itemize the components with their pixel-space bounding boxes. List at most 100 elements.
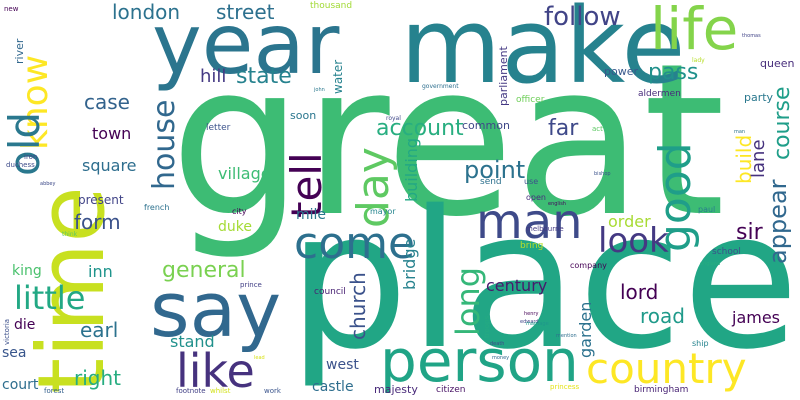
- word-aldermen: aldermen: [638, 89, 681, 99]
- word-new: new: [4, 5, 19, 13]
- word-money: money: [492, 355, 510, 361]
- word-earl: earl: [80, 318, 119, 342]
- word-queen: queen: [760, 57, 795, 70]
- word-soon: soon: [290, 109, 317, 122]
- word-far: far: [548, 116, 579, 141]
- word-long: long: [449, 266, 487, 336]
- word-thousand: thousand: [310, 1, 353, 11]
- word-right: right: [74, 366, 121, 390]
- word-french: french: [144, 203, 170, 212]
- word-century: century: [486, 276, 548, 295]
- word-council: council: [314, 287, 346, 297]
- word-great: great: [170, 18, 726, 263]
- word-england: england: [700, 261, 721, 267]
- word-make: make: [400, 0, 686, 107]
- word-iron: iron: [24, 153, 38, 161]
- word-river: river: [13, 38, 26, 64]
- word-city: city: [232, 207, 247, 216]
- word-english: english: [548, 201, 566, 207]
- word-inn: inn: [88, 262, 113, 281]
- word-street: street: [216, 0, 275, 24]
- word-water: water: [331, 59, 345, 94]
- word-king: king: [12, 263, 42, 279]
- word-edward: edward: [520, 319, 539, 325]
- word-building: building: [402, 137, 421, 202]
- word-ship: whilst: [210, 387, 231, 395]
- word-james: james: [732, 308, 781, 327]
- word-officer: officer: [516, 95, 545, 105]
- word-appear: appear: [764, 179, 792, 264]
- word-like: like: [176, 344, 255, 398]
- word-think: think: [62, 231, 78, 238]
- word-die: die: [14, 317, 36, 333]
- word-royal: royal: [386, 115, 401, 122]
- word-court: court: [2, 377, 39, 393]
- word-school: school: [712, 247, 741, 257]
- word-follow: follow: [544, 2, 621, 32]
- word-paul: paul: [698, 205, 716, 214]
- word-thomas: thomas: [742, 33, 761, 39]
- word-stand: stand: [170, 332, 215, 351]
- word-mayor: mayor: [370, 207, 396, 216]
- word-state: state: [236, 64, 292, 89]
- word-common: common: [462, 119, 510, 132]
- word-parliament: parliament: [497, 46, 510, 106]
- word-lead: lead: [254, 355, 265, 361]
- word-send: send: [480, 177, 502, 187]
- word-bishop: bishop: [594, 171, 611, 177]
- word-company: company: [570, 261, 607, 270]
- word-year: year: [152, 0, 340, 93]
- word-work: work: [264, 387, 281, 395]
- word-country: country: [586, 344, 747, 393]
- word-village: village: [218, 164, 271, 183]
- word-power: power: [604, 65, 638, 78]
- word-account: account: [376, 116, 464, 141]
- word-bring: bring: [520, 241, 544, 251]
- word-prince: prince: [240, 281, 262, 289]
- word-west: west: [326, 357, 359, 373]
- word-man: man: [476, 194, 583, 250]
- word-marriage: marriage: [526, 321, 549, 327]
- word-act: act: [592, 125, 603, 133]
- word-whilst: ship: [692, 339, 709, 348]
- word-abbey: abbey: [40, 181, 56, 187]
- word-john: john: [314, 87, 325, 93]
- word-person: person: [380, 327, 579, 395]
- word-say: say: [150, 265, 282, 354]
- word-course: course: [770, 86, 795, 160]
- word-church: church: [346, 272, 370, 340]
- word-little: little: [14, 279, 86, 317]
- word-duke: duke: [218, 219, 252, 235]
- word-man-small: man: [734, 129, 746, 135]
- word-open: open: [526, 193, 546, 202]
- word-case: case: [84, 90, 130, 114]
- word-henry: henry: [524, 311, 539, 317]
- word-lane: lane: [748, 139, 769, 178]
- word-square: square: [82, 156, 137, 175]
- word-present: present: [78, 193, 124, 207]
- word-sea: sea: [2, 345, 27, 361]
- word-look: look: [598, 221, 669, 261]
- word-lady: lady: [692, 57, 705, 64]
- word-melbourne: melbourne: [526, 225, 564, 233]
- word-princess: princess: [550, 383, 580, 391]
- word-footnote: footnote: [176, 387, 206, 395]
- word-mile: mile: [296, 207, 327, 223]
- word-lord: lord: [620, 280, 659, 304]
- word-death: death: [490, 341, 505, 347]
- word-road: road: [640, 304, 685, 328]
- word-life: life: [650, 0, 739, 63]
- word-troops: troops: [483, 315, 491, 338]
- word-birmingham: birmingham: [634, 385, 689, 395]
- word-form: form: [74, 210, 121, 234]
- word-pass: pass: [648, 60, 699, 85]
- word-bridge: bridge: [400, 238, 419, 290]
- word-order: order: [608, 212, 651, 231]
- word-town: town: [92, 124, 132, 143]
- word-use: use: [524, 177, 539, 186]
- word-london: london: [112, 0, 181, 24]
- word-citizen: citizen: [436, 385, 466, 395]
- word-point: point: [464, 156, 526, 184]
- word-castle: castle: [312, 379, 354, 395]
